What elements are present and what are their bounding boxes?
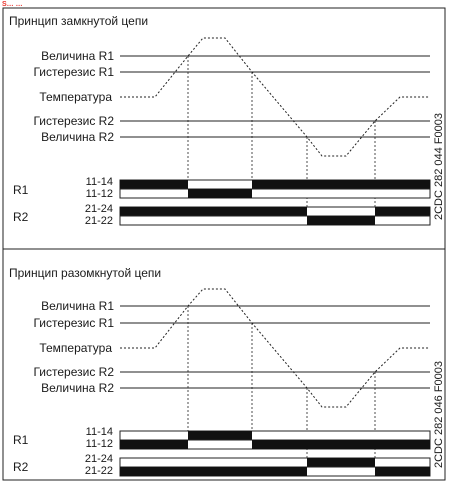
relay-name: R2: [13, 210, 29, 224]
contact-bar-outline: [119, 188, 431, 199]
contact-closed-segment: [307, 216, 375, 225]
contact-closed-segment: [375, 467, 430, 476]
contact-closed-segment: [375, 207, 430, 216]
contact-label: 11-12: [86, 188, 113, 200]
contact-closed-segment: [252, 180, 430, 189]
panel-title: Принцип замкнутой цепи: [9, 14, 148, 28]
contact-closed-segment: [120, 180, 188, 189]
relay-name: R1: [13, 433, 29, 447]
contact-bar-outline: [119, 457, 431, 468]
contact-label: 21-22: [85, 215, 113, 227]
contact-closed-segment: [188, 189, 252, 198]
label-value-r2: Величина R2: [41, 130, 114, 144]
figure-code: 2CDC 282 044 F0003: [433, 113, 445, 220]
panel-closed-circuit: Принцип замкнутой цепи Величина R1 Гисте…: [2, 7, 446, 250]
temperature-curve: [120, 37, 430, 157]
panel-title: Принцип разомкнутой цепи: [9, 266, 161, 280]
label-value-r2: Величина R2: [41, 381, 114, 395]
contact-bar-outline: [119, 430, 431, 441]
label-temperature: Температура: [39, 341, 112, 355]
relay-name: R1: [13, 183, 29, 197]
contact-label: 21-22: [85, 465, 113, 477]
panel-open-circuit: Принцип разомкнутой цепи Величина R1 Гис…: [2, 248, 446, 481]
contact-closed-segment: [120, 467, 307, 476]
contact-closed-segment: [307, 458, 375, 467]
contact-bar-outline: [119, 215, 431, 226]
contact-label: 11-12: [86, 438, 113, 450]
label-hyst-r2: Гистерезис R2: [33, 114, 114, 128]
label-value-r1: Величина R1: [41, 49, 114, 63]
contact-closed-segment: [252, 440, 430, 449]
label-hyst-r2: Гистерезис R2: [33, 365, 114, 379]
panel-frame: [2, 248, 446, 481]
figure-code: 2CDC 282 046 F0003: [433, 361, 445, 468]
label-temperature: Температура: [39, 90, 112, 104]
contact-label: 11-14: [86, 426, 113, 438]
relay-name: R2: [13, 460, 29, 474]
contact-closed-segment: [120, 440, 188, 449]
label-hyst-r1: Гистерезис R1: [33, 316, 114, 330]
label-hyst-r1: Гистерезис R1: [33, 65, 114, 79]
contact-closed-segment: [188, 431, 252, 440]
contact-label: 21-24: [85, 453, 113, 465]
corner-marker: S… …: [2, 1, 23, 8]
contact-label: 21-24: [85, 203, 113, 215]
label-value-r1: Величина R1: [41, 299, 114, 313]
contact-closed-segment: [120, 207, 307, 216]
contact-label: 11-14: [86, 176, 113, 188]
temperature-curve: [120, 288, 430, 408]
